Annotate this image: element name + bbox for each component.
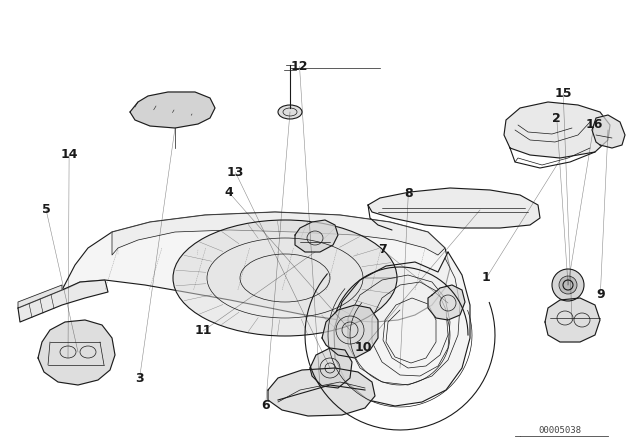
Polygon shape — [112, 212, 445, 255]
Polygon shape — [428, 285, 465, 320]
Polygon shape — [18, 285, 62, 308]
Polygon shape — [130, 92, 215, 128]
Text: 2: 2 — [552, 112, 561, 125]
Polygon shape — [18, 280, 108, 322]
Ellipse shape — [552, 269, 584, 301]
Polygon shape — [295, 220, 338, 252]
Ellipse shape — [173, 220, 397, 336]
Text: 6: 6 — [261, 399, 270, 412]
Ellipse shape — [559, 276, 577, 294]
Polygon shape — [592, 115, 625, 148]
Text: 10: 10 — [355, 340, 372, 354]
Text: 4: 4 — [225, 186, 234, 199]
Text: 13: 13 — [227, 166, 244, 179]
Text: 00005038: 00005038 — [538, 426, 582, 435]
Polygon shape — [545, 298, 600, 342]
Text: 5: 5 — [42, 203, 51, 216]
Text: 1: 1 — [482, 271, 491, 284]
Text: 8: 8 — [404, 187, 413, 200]
Ellipse shape — [278, 105, 302, 119]
Text: 12: 12 — [291, 60, 308, 73]
Polygon shape — [310, 348, 352, 388]
Polygon shape — [368, 188, 540, 228]
Text: 11: 11 — [195, 324, 212, 337]
Polygon shape — [62, 212, 450, 322]
Polygon shape — [504, 102, 610, 158]
Text: 15: 15 — [554, 86, 572, 100]
Polygon shape — [322, 305, 378, 358]
Text: 16: 16 — [585, 118, 603, 131]
Polygon shape — [38, 320, 115, 385]
Text: 7: 7 — [378, 243, 387, 257]
Polygon shape — [268, 368, 375, 416]
Text: 14: 14 — [60, 148, 78, 161]
Text: 9: 9 — [596, 288, 605, 302]
Polygon shape — [334, 252, 470, 406]
Text: 3: 3 — [135, 372, 144, 385]
